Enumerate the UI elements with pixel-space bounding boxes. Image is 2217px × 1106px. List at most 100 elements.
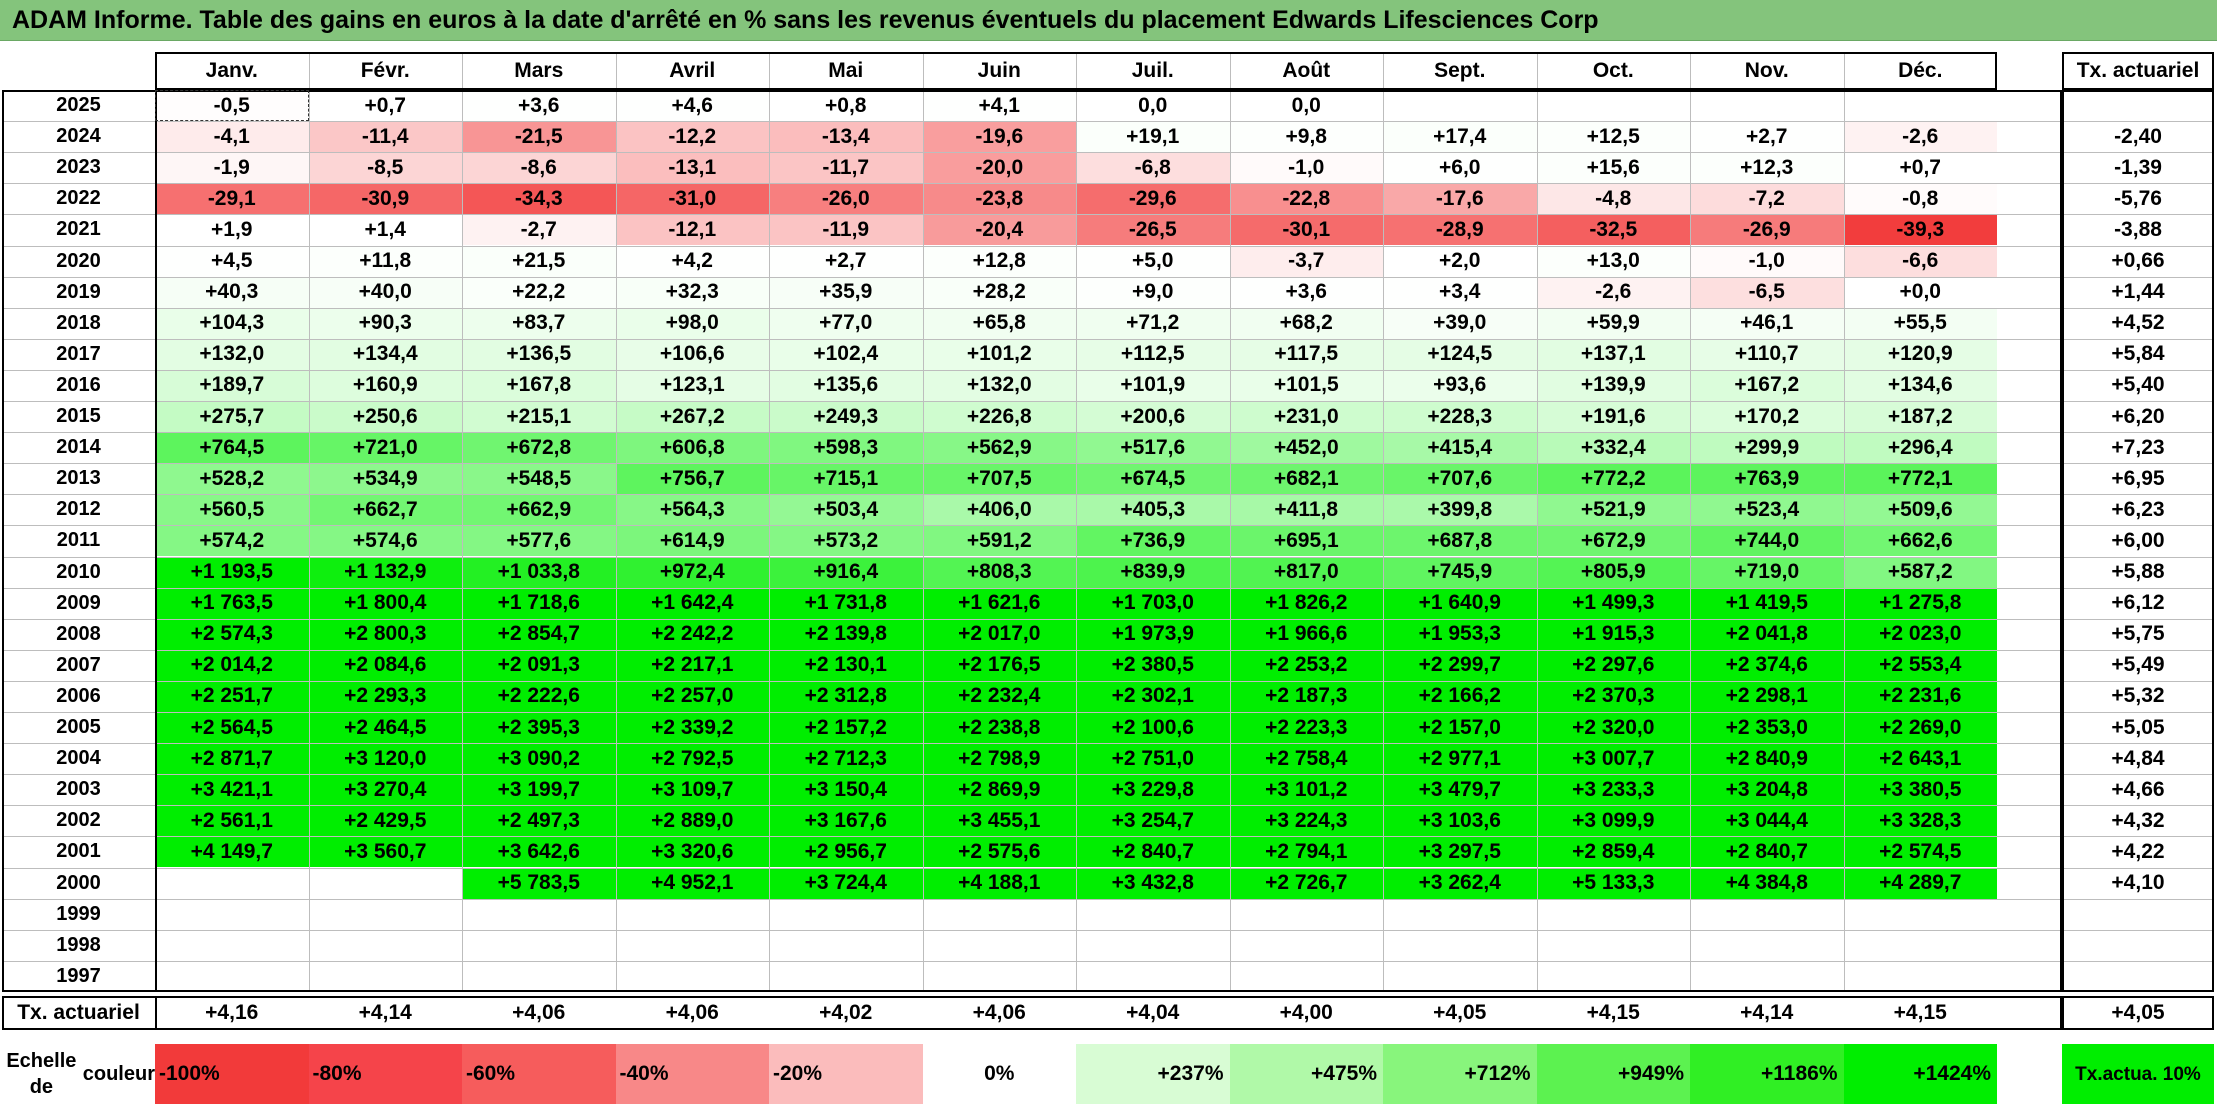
- heatmap-cell: +606,8: [615, 432, 769, 464]
- heatmap-cell: +3 099,9: [1536, 805, 1690, 837]
- heatmap-cell: [1229, 929, 1383, 961]
- heatmap-cell: +574,2: [155, 525, 309, 557]
- heatmap-cell: +517,6: [1076, 432, 1230, 464]
- heatmap-cell: -12,2: [615, 121, 769, 153]
- heatmap-cell: +805,9: [1536, 556, 1690, 588]
- year-label: 2001: [56, 840, 101, 863]
- heatmap-cell: +2 464,5: [308, 712, 462, 744]
- heatmap-cell: [155, 960, 309, 992]
- grid-line: [1383, 52, 1384, 992]
- heatmap-cell: +2 859,4: [1536, 836, 1690, 868]
- color-scale-stop: +1424%: [1843, 1044, 1997, 1104]
- heatmap-cell: -39,3: [1843, 214, 1997, 246]
- heatmap-cell: +3 297,5: [1383, 836, 1537, 868]
- grid-line: [615, 52, 617, 992]
- heatmap-cell: +574,6: [308, 525, 462, 557]
- heatmap-cell: +2 956,7: [769, 836, 923, 868]
- heatmap-cell: +682,1: [1229, 463, 1383, 495]
- heatmap-cell: +3 167,6: [769, 805, 923, 837]
- heatmap-cell: +839,9: [1076, 556, 1230, 588]
- footer-rate-cell: +4,15: [1893, 1001, 1947, 1024]
- rate-cell: [2062, 930, 2214, 961]
- grid-line: [2062, 401, 2214, 402]
- year-label: 2021: [56, 218, 101, 241]
- rate-cell: [2062, 90, 2214, 121]
- heatmap-cell: -0,8: [1843, 183, 1997, 215]
- column-header: Nov.: [1744, 59, 1789, 82]
- heatmap-cell: -17,6: [1383, 183, 1537, 215]
- heatmap-cell: [922, 929, 1076, 961]
- heatmap-cell: +591,2: [922, 525, 1076, 557]
- heatmap-cell: +3 432,8: [1076, 867, 1230, 899]
- grid-line: [2, 898, 2062, 900]
- grid-line: [2, 556, 2062, 558]
- footer-rate-cell: +4,02: [819, 1001, 873, 1024]
- heatmap-cell: +132,0: [922, 369, 1076, 401]
- heatmap-cell: +139,9: [1536, 369, 1690, 401]
- heatmap-cell: +573,2: [769, 525, 923, 557]
- heatmap-cell: +134,6: [1843, 369, 1997, 401]
- heatmap-cell: +93,6: [1383, 369, 1537, 401]
- heatmap-cell: +17,4: [1383, 121, 1537, 153]
- heatmap-cell: +0,7: [308, 90, 462, 122]
- heatmap-cell: +411,8: [1229, 494, 1383, 526]
- heatmap-cell: [1690, 898, 1844, 930]
- heatmap-cell: +6,0: [1383, 152, 1537, 184]
- heatmap-cell: +707,6: [1383, 463, 1537, 495]
- year-label: 2004: [56, 747, 101, 770]
- column-header: Déc.: [1898, 59, 1943, 82]
- heatmap-cell: +2 712,3: [769, 743, 923, 775]
- heatmap-cell: +1 966,6: [1229, 618, 1383, 650]
- heatmap-cell: 0,0: [1229, 90, 1383, 122]
- grid-line: [2, 525, 2062, 527]
- grid-line: [1076, 52, 1077, 992]
- heatmap-cell: +3 007,7: [1536, 743, 1690, 775]
- rate-cell: +5,40: [2111, 373, 2165, 397]
- heatmap-cell: +226,8: [922, 401, 1076, 433]
- heatmap-cell: +672,8: [462, 432, 616, 464]
- heatmap-cell: [1843, 929, 1997, 961]
- heatmap-cell: [1843, 90, 1997, 122]
- scale-label-line: couleur: [82, 1063, 155, 1085]
- heatmap-cell: +598,3: [769, 432, 923, 464]
- heatmap-cell: +1 763,5: [155, 587, 309, 619]
- heatmap-cell: +5 133,3: [1536, 867, 1690, 899]
- rate-cell: +6,00: [2111, 528, 2165, 552]
- heatmap-cell: +2 312,8: [769, 680, 923, 712]
- heatmap-cell: +1 953,3: [1383, 618, 1537, 650]
- heatmap-cell: -6,5: [1690, 276, 1844, 308]
- heatmap-cell: +2 257,0: [615, 680, 769, 712]
- heatmap-cell: +2 157,2: [769, 712, 923, 744]
- heatmap-cell: +2 298,1: [1690, 680, 1844, 712]
- grid-line: [2062, 121, 2214, 123]
- heatmap-cell: +916,4: [769, 556, 923, 588]
- heatmap-cell: +55,5: [1843, 307, 1997, 339]
- heatmap-cell: +191,6: [1536, 401, 1690, 433]
- color-scale-stop: +1186%: [1690, 1044, 1844, 1104]
- heatmap-cell: +189,7: [155, 369, 309, 401]
- heatmap-cell: +1,9: [155, 214, 309, 246]
- heatmap-cell: +136,5: [462, 338, 616, 370]
- rate-cell: +5,75: [2111, 622, 2165, 646]
- grid-line: [2, 245, 2062, 247]
- heatmap-cell: +3 150,4: [769, 774, 923, 806]
- grid-line: [2062, 245, 2214, 247]
- heatmap-cell: +170,2: [1690, 401, 1844, 433]
- heatmap-cell: -31,0: [615, 183, 769, 215]
- heatmap-cell: +2 429,5: [308, 805, 462, 837]
- heatmap-cell: +2 100,6: [1076, 712, 1230, 744]
- heatmap-cell: +83,7: [462, 307, 616, 339]
- heatmap-cell: +3 044,4: [1690, 805, 1844, 837]
- heatmap-cell: +12,5: [1536, 121, 1690, 153]
- heatmap-cell: +2,7: [769, 245, 923, 277]
- heatmap-cell: [1536, 929, 1690, 961]
- heatmap-cell: -2,6: [1536, 276, 1690, 308]
- heatmap-cell: +19,1: [1076, 121, 1230, 153]
- heatmap-cell: +2 840,9: [1690, 743, 1844, 775]
- heatmap-cell: +3 109,7: [615, 774, 769, 806]
- heatmap-cell: +3 229,8: [1076, 774, 1230, 806]
- heatmap-cell: [462, 898, 616, 930]
- color-scale-rate: Tx. actua. 10%: [2062, 1044, 2214, 1104]
- heatmap-cell: [922, 898, 1076, 930]
- heatmap-cell: -23,8: [922, 183, 1076, 215]
